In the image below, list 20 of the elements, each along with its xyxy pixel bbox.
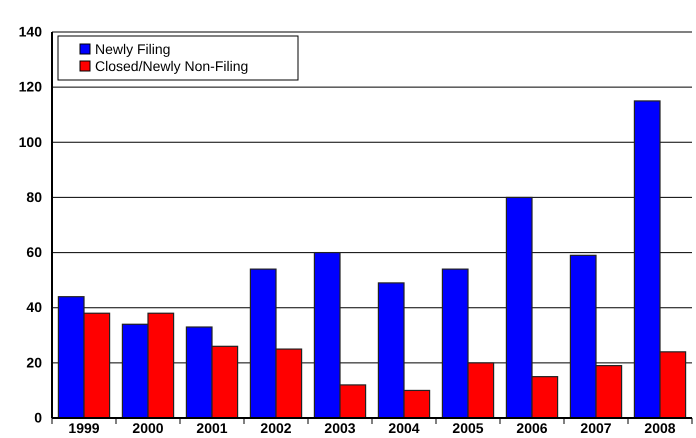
x-tick-label: 1999 — [68, 420, 100, 436]
y-tick-label: 140 — [18, 23, 42, 40]
legend-label: Newly Filing — [95, 41, 170, 57]
y-tick-label: 60 — [26, 244, 42, 260]
y-tick-label: 80 — [26, 188, 42, 205]
x-tick-label: 2002 — [260, 420, 292, 436]
y-tick-label: 40 — [26, 299, 42, 316]
x-tick-label: 2005 — [452, 420, 484, 436]
y-tick-label: 120 — [18, 78, 42, 95]
x-tick-label: 2000 — [132, 420, 164, 436]
y-tick-label: 100 — [18, 134, 42, 150]
x-tick-label: 2004 — [388, 420, 420, 436]
x-tick-label: 2003 — [324, 420, 356, 436]
x-tick-label: 2008 — [644, 420, 676, 436]
x-tick-label: 2001 — [196, 420, 228, 436]
y-tick-label: 20 — [26, 354, 42, 370]
y-tick-label: 0 — [34, 409, 42, 426]
legend-label: Closed/Newly Non-Filing — [95, 58, 248, 74]
x-tick-label: 2007 — [580, 420, 612, 436]
x-tick-label: 2006 — [516, 420, 548, 436]
